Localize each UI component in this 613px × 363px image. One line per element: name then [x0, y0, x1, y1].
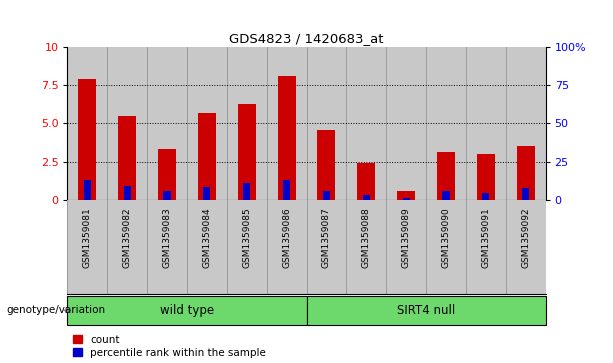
Bar: [306, 47, 346, 200]
Text: GSM1359092: GSM1359092: [521, 207, 530, 268]
Bar: [522, 188, 529, 200]
Bar: [386, 47, 426, 200]
Bar: [443, 191, 449, 200]
Bar: [506, 200, 546, 294]
Bar: [118, 116, 136, 200]
Bar: [67, 47, 107, 200]
Bar: [346, 200, 386, 294]
Bar: [346, 47, 386, 200]
Bar: [278, 76, 295, 200]
Text: wild type: wild type: [160, 304, 214, 317]
Text: GSM1359091: GSM1359091: [481, 207, 490, 268]
Bar: [187, 200, 227, 294]
Text: GSM1359086: GSM1359086: [282, 207, 291, 268]
Bar: [227, 200, 267, 294]
Bar: [147, 47, 187, 200]
Text: GSM1359084: GSM1359084: [202, 207, 211, 268]
Text: GSM1359090: GSM1359090: [441, 207, 451, 268]
Bar: [67, 200, 107, 294]
Bar: [107, 47, 147, 200]
Bar: [323, 191, 330, 200]
Bar: [426, 47, 466, 200]
Bar: [267, 47, 306, 200]
Bar: [318, 130, 335, 200]
Bar: [78, 79, 96, 200]
Bar: [107, 200, 147, 294]
Legend: count, percentile rank within the sample: count, percentile rank within the sample: [72, 335, 266, 358]
Bar: [238, 103, 256, 200]
Text: GSM1359081: GSM1359081: [83, 207, 92, 268]
Bar: [147, 200, 187, 294]
Text: GSM1359082: GSM1359082: [123, 207, 132, 268]
Bar: [357, 163, 375, 200]
Bar: [482, 193, 489, 200]
Bar: [397, 191, 415, 200]
Title: GDS4823 / 1420683_at: GDS4823 / 1420683_at: [229, 32, 384, 45]
Bar: [506, 47, 546, 200]
Bar: [267, 200, 306, 294]
Bar: [363, 195, 370, 200]
Text: genotype/variation: genotype/variation: [6, 305, 105, 315]
Bar: [306, 295, 546, 325]
Bar: [306, 200, 346, 294]
Text: GSM1359085: GSM1359085: [242, 207, 251, 268]
Bar: [403, 198, 409, 200]
Bar: [227, 47, 267, 200]
Bar: [67, 295, 306, 325]
Bar: [187, 47, 227, 200]
Bar: [243, 183, 250, 200]
Bar: [477, 154, 495, 200]
Bar: [204, 187, 210, 200]
Bar: [198, 113, 216, 200]
Bar: [426, 200, 466, 294]
Bar: [386, 200, 426, 294]
Text: SIRT4 null: SIRT4 null: [397, 304, 455, 317]
Text: GSM1359088: GSM1359088: [362, 207, 371, 268]
Bar: [164, 191, 170, 200]
Text: GSM1359087: GSM1359087: [322, 207, 331, 268]
Bar: [466, 200, 506, 294]
Bar: [283, 180, 290, 200]
Text: GSM1359089: GSM1359089: [402, 207, 411, 268]
Bar: [466, 47, 506, 200]
Bar: [517, 146, 535, 200]
Bar: [124, 186, 131, 200]
Text: GSM1359083: GSM1359083: [162, 207, 172, 268]
Bar: [437, 152, 455, 200]
Bar: [84, 180, 91, 200]
Bar: [158, 149, 176, 200]
